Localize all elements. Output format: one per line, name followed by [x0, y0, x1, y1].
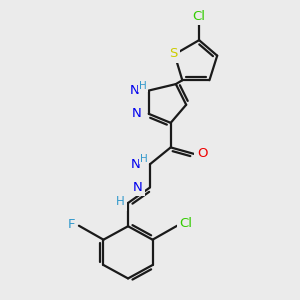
Text: F: F [68, 218, 75, 231]
Text: H: H [116, 195, 124, 208]
Text: N: N [133, 181, 142, 194]
Text: N: N [131, 158, 141, 171]
Text: S: S [169, 47, 177, 60]
Text: Cl: Cl [193, 10, 206, 23]
Text: N: N [131, 107, 141, 120]
Text: N: N [130, 84, 140, 97]
Text: Cl: Cl [180, 217, 193, 230]
Text: O: O [197, 147, 208, 160]
Text: H: H [140, 154, 147, 164]
Text: H: H [139, 81, 147, 91]
